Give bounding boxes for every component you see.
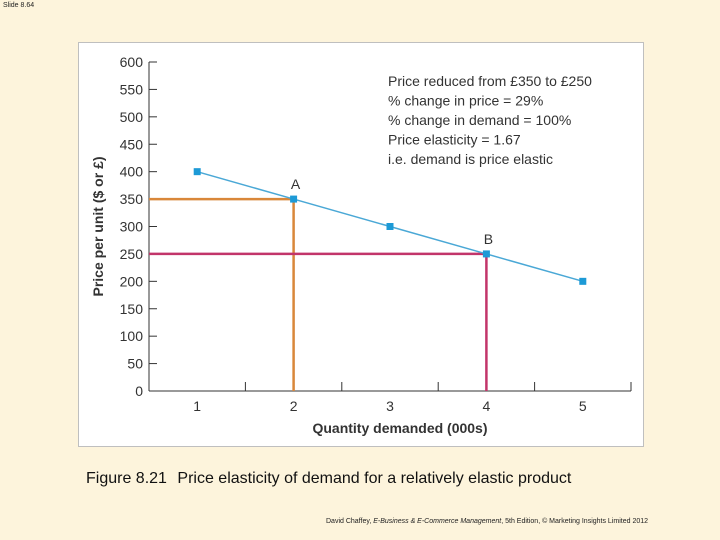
figure-label: Figure 8.21 (86, 470, 167, 487)
slide-number: Slide 8.64 (3, 2, 35, 9)
chart-panel: 0 50 100 150 200 250 300 350 400 450 500 550 600 1 2 3 4… (78, 42, 644, 447)
x-tick-label: 1 (193, 398, 201, 414)
demand-point (193, 168, 201, 176)
x-tick-label: 4 (483, 398, 491, 414)
elasticity-chart: 0 50 100 150 200 250 300 350 400 450 500 550 600 1 2 3 4… (90, 54, 632, 436)
figure-caption: Figure 8.21 Price elasticity of demand f… (86, 470, 571, 488)
x-axis-title: Quantity demanded (000s) (312, 420, 487, 436)
x-tick-label: 3 (386, 398, 394, 414)
y-tick-label: 350 (120, 191, 144, 207)
credit-edition: , 5th Edition, © Marketing Insights Limi… (501, 518, 649, 525)
annotation-line: % change in demand = 100% (388, 112, 571, 128)
demand-point (482, 250, 490, 258)
demand-point (290, 195, 298, 203)
x-tick-label: 5 (579, 398, 587, 414)
y-tick-label: 200 (120, 273, 144, 289)
y-tick-label: 250 (120, 246, 144, 262)
credit-author: David Chaffey, (326, 518, 374, 525)
y-tick-label: 300 (120, 219, 144, 235)
y-tick-label: 0 (135, 383, 143, 399)
annotation-line: Price reduced from £350 to £250 (388, 73, 592, 89)
y-tick-label: 50 (127, 356, 143, 372)
x-tick-label: 2 (290, 398, 298, 414)
y-tick-label: 400 (120, 164, 144, 180)
point-label-a: A (291, 176, 301, 192)
y-tick-label: 550 (120, 81, 144, 97)
y-tick-label: 100 (120, 328, 144, 344)
demand-point (386, 223, 394, 230)
annotation-line: % change in price = 29% (388, 93, 543, 109)
y-tick-label: 450 (120, 136, 144, 152)
y-tick-label: 150 (120, 301, 144, 317)
annotation-line: i.e. demand is price elastic (388, 151, 553, 167)
point-label-b: B (484, 231, 493, 247)
y-tick-label: 600 (120, 54, 144, 70)
y-axis-title: Price per unit ($ or £) (90, 156, 106, 296)
credit-book-title: E-Business & E-Commerce Management (373, 518, 502, 525)
book-credit: David Chaffey, E-Business & E-Commerce M… (326, 518, 648, 525)
figure-caption-text: Price elasticity of demand for a relativ… (177, 470, 572, 487)
y-tick-label: 500 (120, 109, 144, 125)
annotation-line: Price elasticity = 1.67 (388, 132, 521, 148)
demand-point (579, 277, 587, 285)
